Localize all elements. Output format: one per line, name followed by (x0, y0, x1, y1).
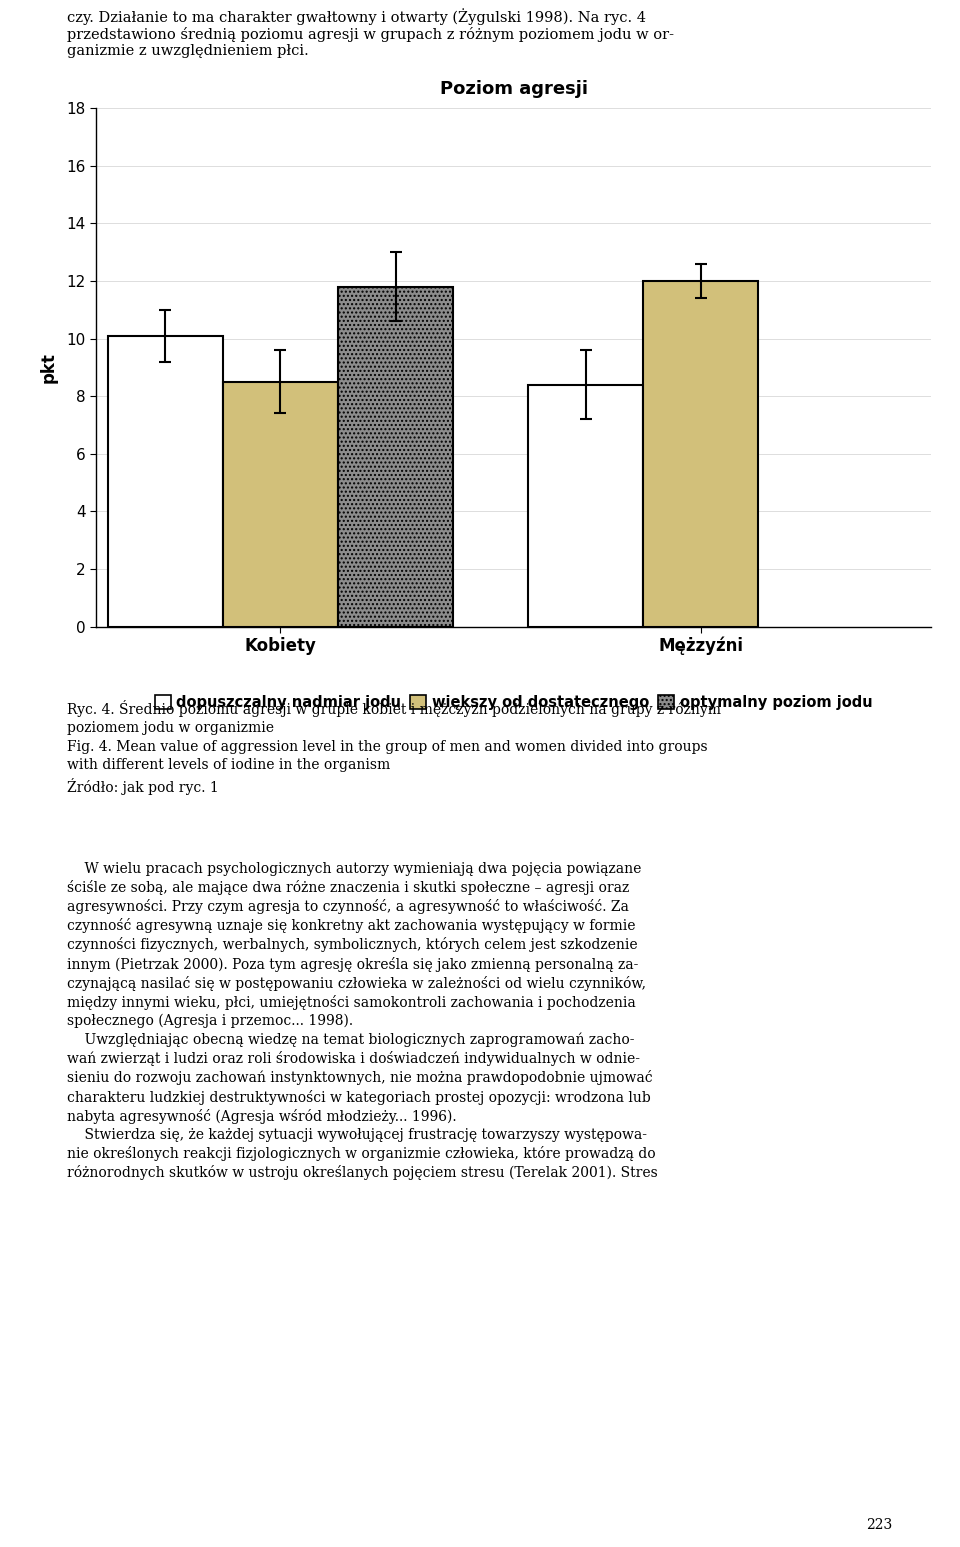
Bar (643, 282, 758, 627)
Bar (108, 336, 223, 627)
Text: czy. Działanie to ma charakter gwałtowny i otwarty (Żygulski 1998). Na ryc. 4
pr: czy. Działanie to ma charakter gwałtowny… (67, 8, 674, 59)
Bar (338, 286, 453, 627)
Text: W wielu pracach psychologicznych autorzy wymieniają dwa pojęcia powiązane
ściśle: W wielu pracach psychologicznych autorzy… (67, 862, 658, 1180)
Text: Ryc. 4. Średnio poziomu agresji w grupie kobiet i mężczyzn podzielonych na grupy: Ryc. 4. Średnio poziomu agresji w grupie… (67, 699, 721, 795)
Text: 223: 223 (867, 1518, 893, 1532)
Bar (223, 382, 338, 627)
Y-axis label: pkt: pkt (40, 353, 58, 382)
Title: Poziom agresji: Poziom agresji (440, 80, 588, 99)
Bar (528, 385, 643, 627)
Legend: dopuszczalny nadmiar jodu, większy od dostatecznego, optymalny poziom jodu: dopuszczalny nadmiar jodu, większy od do… (155, 695, 873, 710)
